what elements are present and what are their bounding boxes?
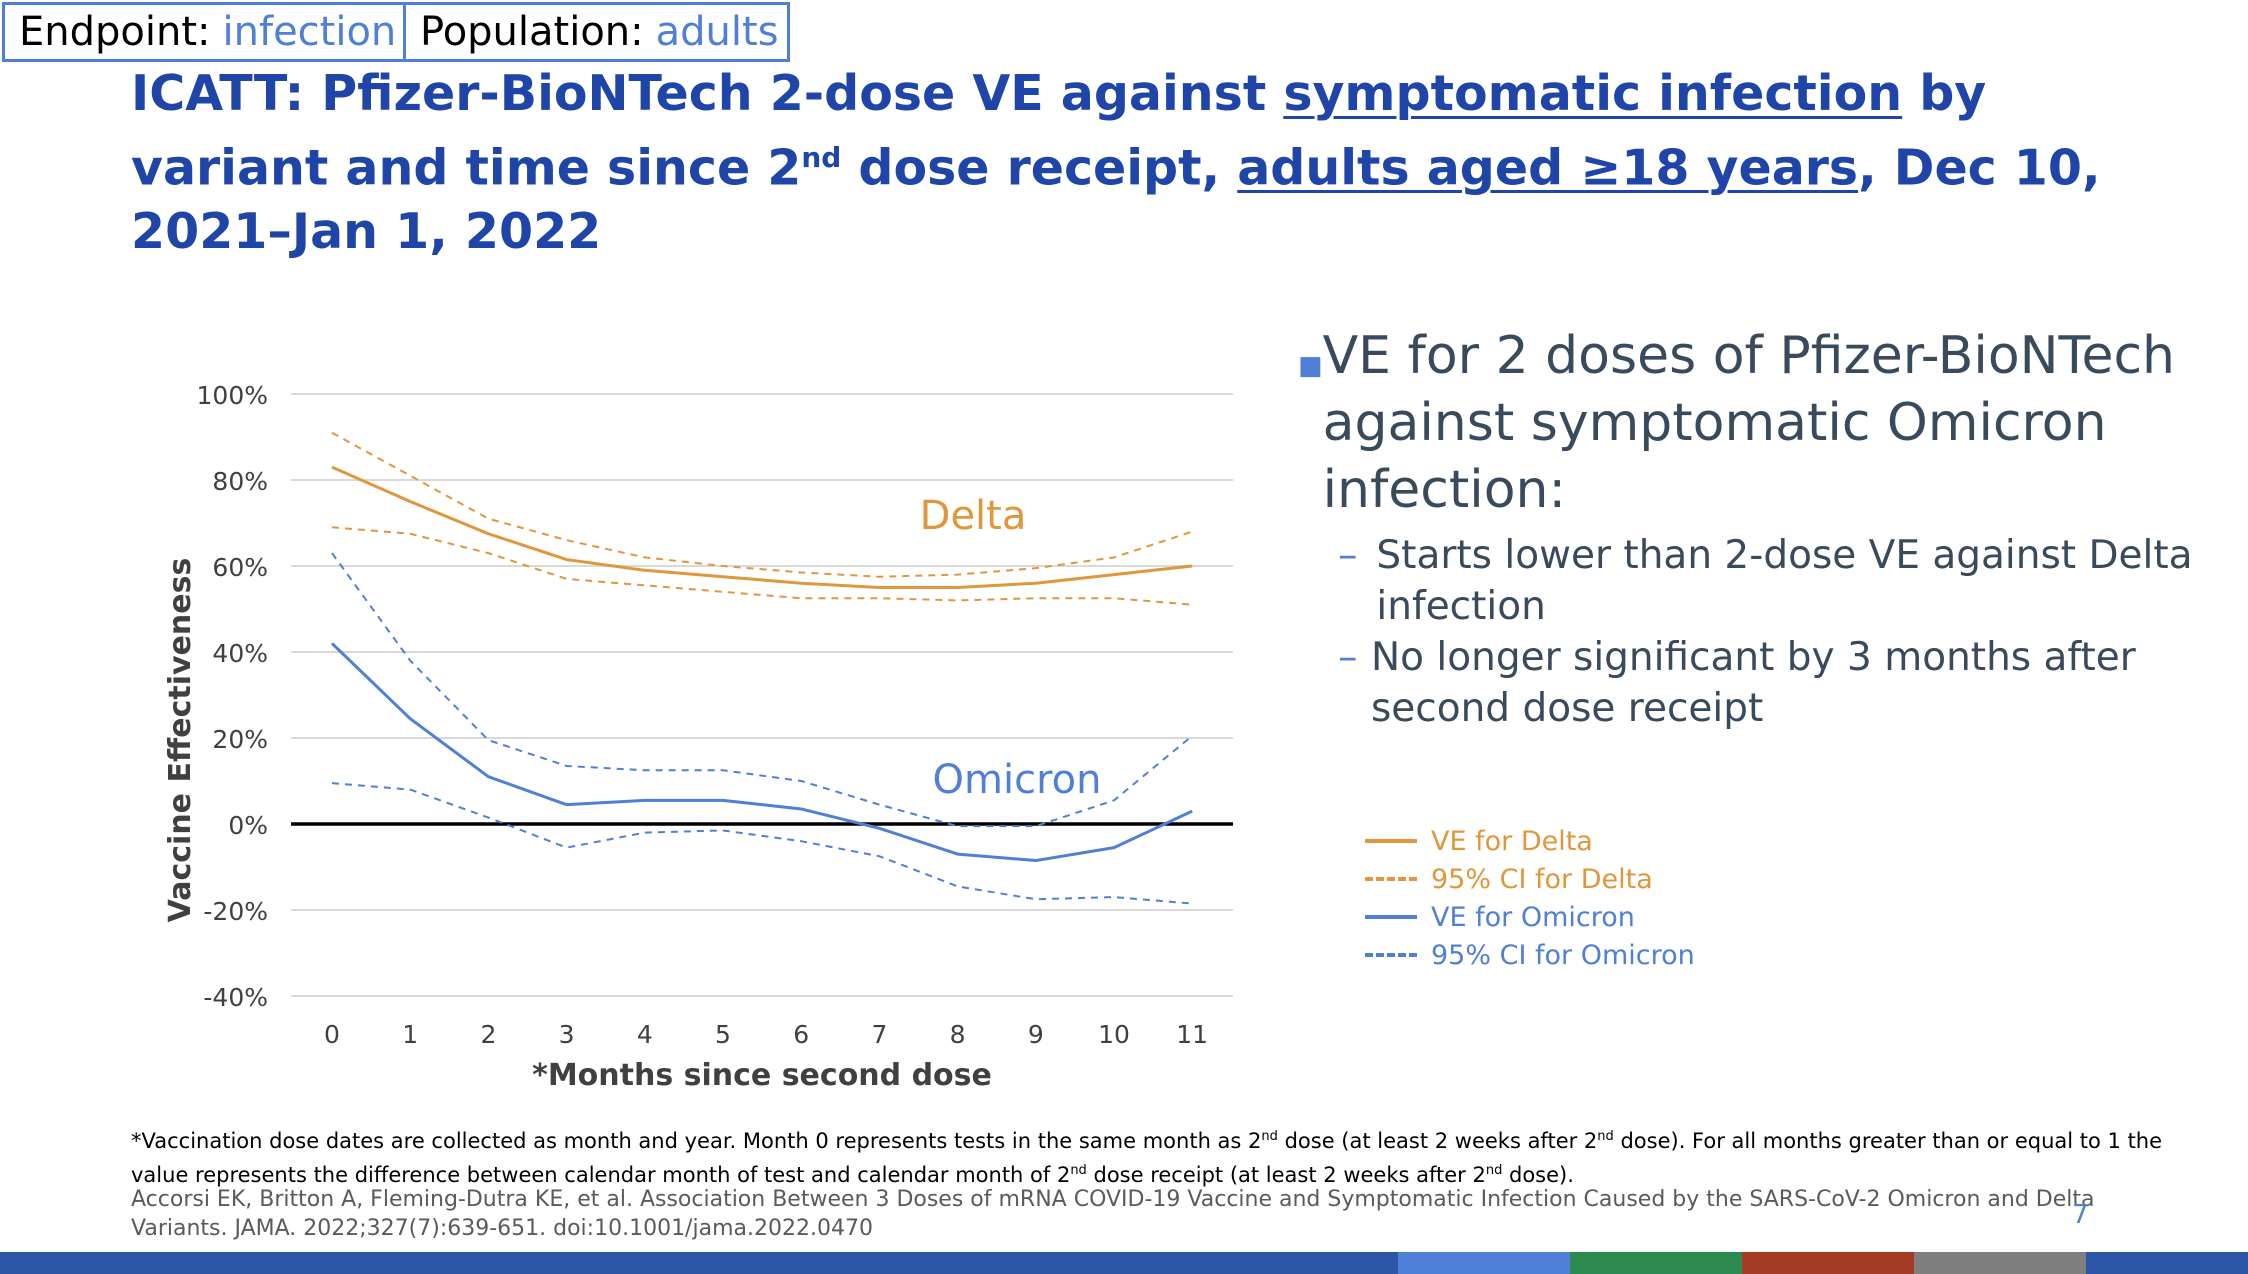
bottom-bar-segment: [0, 1252, 1398, 1274]
title-part3: by variant and time since 2: [131, 65, 1987, 197]
x-tick-label: 2: [480, 1020, 496, 1049]
y-tick-label: 80%: [212, 467, 268, 496]
footnote-text: *Vaccination dose dates are collected as…: [131, 1129, 1262, 1153]
bottom-color-bar: [0, 1252, 2248, 1274]
y-axis-label: Vaccine Effectiveness: [163, 558, 198, 923]
population-label: Population:: [420, 9, 644, 55]
x-tick-label: 5: [715, 1020, 731, 1049]
bottom-bar-segment: [2086, 1252, 2248, 1274]
x-tick-label: 10: [1098, 1020, 1130, 1049]
slide-title: ICATT: Pfizer-BioNTech 2-dose VE against…: [131, 62, 2131, 264]
title-symptomatic-infection: symptomatic infection: [1283, 65, 1903, 122]
x-tick-label: 1: [402, 1020, 418, 1049]
chart-gridlines: [291, 393, 1233, 997]
x-axis-label: *Months since second dose: [532, 1058, 992, 1093]
legend-label: VE for Delta: [1431, 825, 1593, 857]
dash-bullet-icon: –: [1338, 533, 1358, 578]
footnote: *Vaccination dose dates are collected as…: [131, 1122, 2171, 1190]
legend-swatch: [1365, 953, 1417, 957]
sub-bullet-text: No longer significant by 3 months after …: [1370, 635, 2136, 731]
y-tick-label: -40%: [203, 983, 268, 1012]
x-tick-label: 8: [950, 1020, 966, 1049]
footnote-text: dose (at least 2 weeks after 2: [1277, 1129, 1598, 1153]
legend-label: VE for Omicron: [1431, 901, 1635, 933]
95-ci-for-omicron-line-5: [331, 782, 1193, 905]
population-value: adults: [655, 9, 779, 55]
title-adults-aged: adults aged ≥18 years: [1237, 139, 1859, 197]
footnote-sup: nd: [1485, 1163, 1503, 1178]
y-tick-label: 100%: [197, 381, 268, 410]
y-tick-label: 40%: [212, 639, 268, 668]
y-tick-label: 60%: [212, 553, 268, 582]
ve-for-omicron-line-3: [330, 642, 1193, 863]
footnote-text: dose). For all months greater than or eq…: [131, 1129, 2163, 1187]
omicron-annotation: Omicron: [933, 757, 1102, 803]
endpoint-label: Endpoint:: [19, 9, 211, 55]
square-bullet-icon: ■: [1298, 351, 1323, 381]
footnote-sup: nd: [1261, 1129, 1278, 1144]
endpoint-tag: Endpoint: infection: [2, 2, 406, 62]
title-part4: dose receipt,: [841, 139, 1238, 197]
x-tick-label: 11: [1176, 1020, 1208, 1049]
x-tick-label: 9: [1028, 1020, 1044, 1049]
legend-swatch: [1365, 839, 1417, 843]
legend-item: 95% CI for Omicron: [1365, 936, 1695, 974]
sub-bullet-text: Starts lower than 2-dose VE against Delt…: [1376, 533, 2193, 629]
chart-series: [330, 431, 1193, 905]
bullet-main-text: VE for 2 doses of Pfizer-BioNTech agains…: [1322, 326, 2176, 520]
legend-item: VE for Delta: [1365, 822, 1695, 860]
sub-bullet: – Starts lower than 2-dose VE against De…: [1298, 530, 2228, 632]
legend-label: 95% CI for Delta: [1431, 863, 1653, 895]
chart-legend: VE for Delta 95% CI for Delta VE for Omi…: [1365, 822, 1695, 974]
legend-label: 95% CI for Omicron: [1431, 939, 1695, 971]
bottom-bar-segment: [1742, 1252, 1914, 1274]
bullet-main: ■ VE for 2 doses of Pfizer-BioNTech agai…: [1298, 323, 2228, 524]
delta-annotation: Delta: [920, 493, 1027, 539]
bottom-bar-segment: [1914, 1252, 2086, 1274]
bottom-bar-segment: [1398, 1252, 1570, 1274]
95-ci-for-delta-line-2: [331, 526, 1193, 606]
legend-swatch: [1365, 915, 1417, 919]
y-tick-label: 20%: [212, 725, 268, 754]
dash-bullet-icon: –: [1338, 635, 1358, 680]
population-tag: Population: adults: [403, 2, 790, 62]
key-points: ■ VE for 2 doses of Pfizer-BioNTech agai…: [1298, 323, 2228, 734]
sub-bullet: – No longer significant by 3 months afte…: [1298, 632, 2228, 734]
y-tick-label: -20%: [203, 897, 268, 926]
chart-ticks: 100% 80% 60% 40% 20% 0% -20% -40% 0 1 2 3 4 5 6 7 8 9 10 11: [197, 381, 1209, 1049]
x-tick-label: 0: [324, 1020, 340, 1049]
x-tick-label: 3: [559, 1020, 575, 1049]
x-tick-label: 4: [637, 1020, 653, 1049]
legend-swatch: [1365, 877, 1417, 881]
footnote-text: dose).: [1502, 1163, 1574, 1187]
title-part1: ICATT: Pfizer-BioNTech 2-dose VE against: [131, 65, 1284, 122]
footnote-sup: nd: [1597, 1129, 1614, 1144]
x-tick-label: 6: [793, 1020, 809, 1049]
bottom-bar-segment: [1570, 1252, 1742, 1274]
x-tick-label: 7: [871, 1020, 887, 1049]
95-ci-for-delta-line-1: [331, 431, 1193, 578]
legend-item: 95% CI for Delta: [1365, 860, 1695, 898]
ve-for-delta-line-0: [331, 465, 1193, 589]
footnote-text: dose receipt (at least 2 weeks after 2: [1086, 1163, 1486, 1187]
footnote-sup: nd: [1070, 1163, 1087, 1178]
slide-number: 7: [2072, 1200, 2089, 1230]
y-tick-label: 0%: [228, 811, 268, 840]
endpoint-value: infection: [222, 9, 397, 55]
title-part6: , Dec 10, 2021–Jan 1, 2022: [131, 139, 2101, 261]
title-superscript: nd: [801, 141, 842, 174]
citation: Accorsi EK, Britton A, Fleming-Dutra KE,…: [131, 1187, 2095, 1241]
legend-item: VE for Omicron: [1365, 898, 1695, 936]
95-ci-for-omicron-line-4: [331, 552, 1193, 828]
